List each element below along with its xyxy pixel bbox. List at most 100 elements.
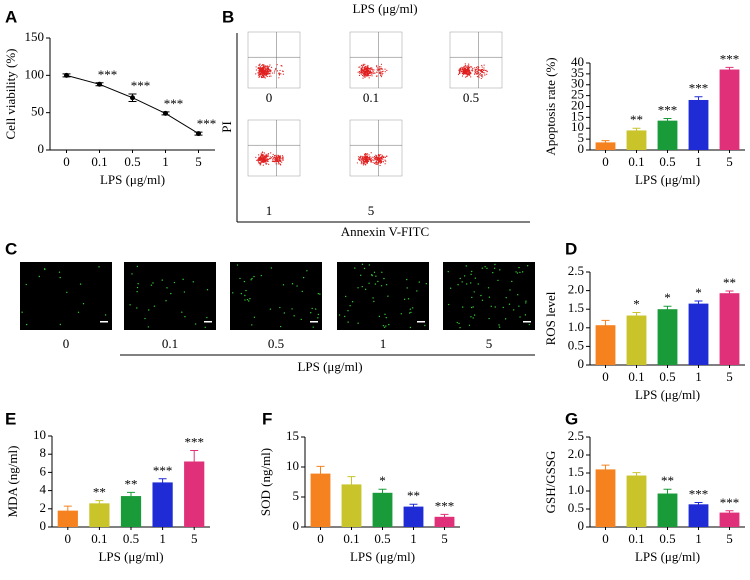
point (97, 81, 102, 87)
flow-dot (367, 64, 369, 67)
significance: ** (407, 488, 420, 503)
flow-dot (364, 156, 366, 158)
error-bar (190, 450, 199, 473)
micro-dot (243, 280, 246, 283)
flow-dot (262, 71, 264, 73)
flow-dot (281, 155, 284, 157)
micro-image (20, 262, 112, 330)
flow-dot (366, 153, 369, 155)
flow-dot (377, 159, 379, 161)
flow-dot (366, 161, 369, 163)
x-tick-label: 0.5 (659, 369, 675, 384)
micro-dot (385, 283, 388, 286)
flow-dot (273, 72, 275, 74)
flow-dot (369, 72, 371, 75)
micro-dot (59, 276, 61, 279)
micro-dot (43, 268, 46, 270)
flow-dot (263, 75, 265, 78)
micro-dot (473, 314, 476, 316)
micro-dot (457, 283, 459, 286)
flow-dot (364, 158, 366, 160)
flow-dot (268, 163, 270, 165)
flow-dot (264, 156, 266, 158)
flow-dot (276, 70, 279, 72)
micro-dot (470, 316, 472, 318)
flow-dot (476, 76, 479, 78)
flow-dot (265, 153, 267, 156)
flow-dot (272, 158, 274, 160)
flow-dot (380, 158, 382, 160)
flow-dot (367, 74, 369, 76)
micro-dot (293, 315, 295, 317)
y-tick-label: 8 (40, 445, 47, 460)
x-tick-label: 1 (695, 154, 702, 169)
flow-dot (273, 160, 275, 162)
micro-dot (153, 305, 156, 307)
micro-dot (165, 300, 167, 302)
flow-dot (266, 72, 268, 74)
flow-dot (376, 65, 378, 67)
x-tick-label: 0.1 (91, 531, 107, 546)
flow-dot (273, 154, 276, 157)
y-tick-label: 0 (293, 518, 300, 533)
flow-dot (362, 164, 365, 166)
bar (688, 504, 709, 527)
micro-dot (410, 311, 412, 314)
micro-label: 5 (486, 336, 493, 351)
micro-dot (493, 267, 496, 270)
flow-dot (372, 159, 374, 161)
micro-dot (477, 283, 479, 285)
micro-dot (183, 291, 186, 293)
micro-dot (381, 271, 383, 273)
flow-dot (259, 73, 261, 75)
flow-dot (366, 73, 368, 75)
flow-dot (260, 160, 262, 162)
flow-dot (379, 160, 381, 162)
flow-dot (366, 68, 368, 70)
micro-dot (270, 267, 273, 269)
flow-dot (380, 74, 382, 76)
micro-dot (314, 308, 317, 310)
micro-dot (136, 307, 138, 309)
error-bar (694, 300, 703, 307)
flow-label: 1 (266, 203, 273, 218)
flow-dot (368, 159, 370, 161)
flow-dot (364, 75, 367, 77)
flow-dot (282, 157, 284, 159)
flow-dot (271, 72, 274, 74)
flow-dot (461, 72, 464, 74)
flow-dot (384, 71, 386, 73)
flow-dot (367, 67, 369, 69)
flow-dot (275, 160, 278, 163)
flow-dot (259, 155, 262, 157)
micro-dot (407, 298, 410, 300)
y-tick-label: 0 (40, 518, 47, 533)
flow-dot (278, 160, 280, 162)
significance: * (695, 285, 702, 300)
flow-dot (469, 72, 471, 74)
flow-dot (278, 161, 280, 164)
flow-dot (258, 154, 260, 156)
flow-dot (262, 160, 264, 162)
flow-dot (364, 66, 366, 68)
error-bar (663, 488, 672, 498)
flow-dot (276, 64, 278, 66)
flow-dot (364, 161, 366, 164)
flow-dot (267, 160, 269, 162)
x-tick-label: 0.5 (124, 154, 140, 169)
flow-dot (260, 73, 262, 76)
micro-dot (66, 291, 68, 294)
flow-dot (468, 73, 470, 75)
flow-dot (374, 162, 376, 164)
micro-dot (25, 283, 27, 286)
x-axis-label: LPS (μg/ml) (635, 387, 700, 402)
flow-dot (265, 163, 267, 165)
flow-dot (261, 71, 263, 73)
flow-dot (362, 64, 364, 66)
flow-dot (359, 72, 361, 74)
flow-dot (464, 71, 467, 73)
flow-dot (367, 69, 369, 71)
micro-dot (373, 300, 375, 303)
micro-dot (508, 303, 511, 305)
flow-dot (365, 73, 367, 75)
